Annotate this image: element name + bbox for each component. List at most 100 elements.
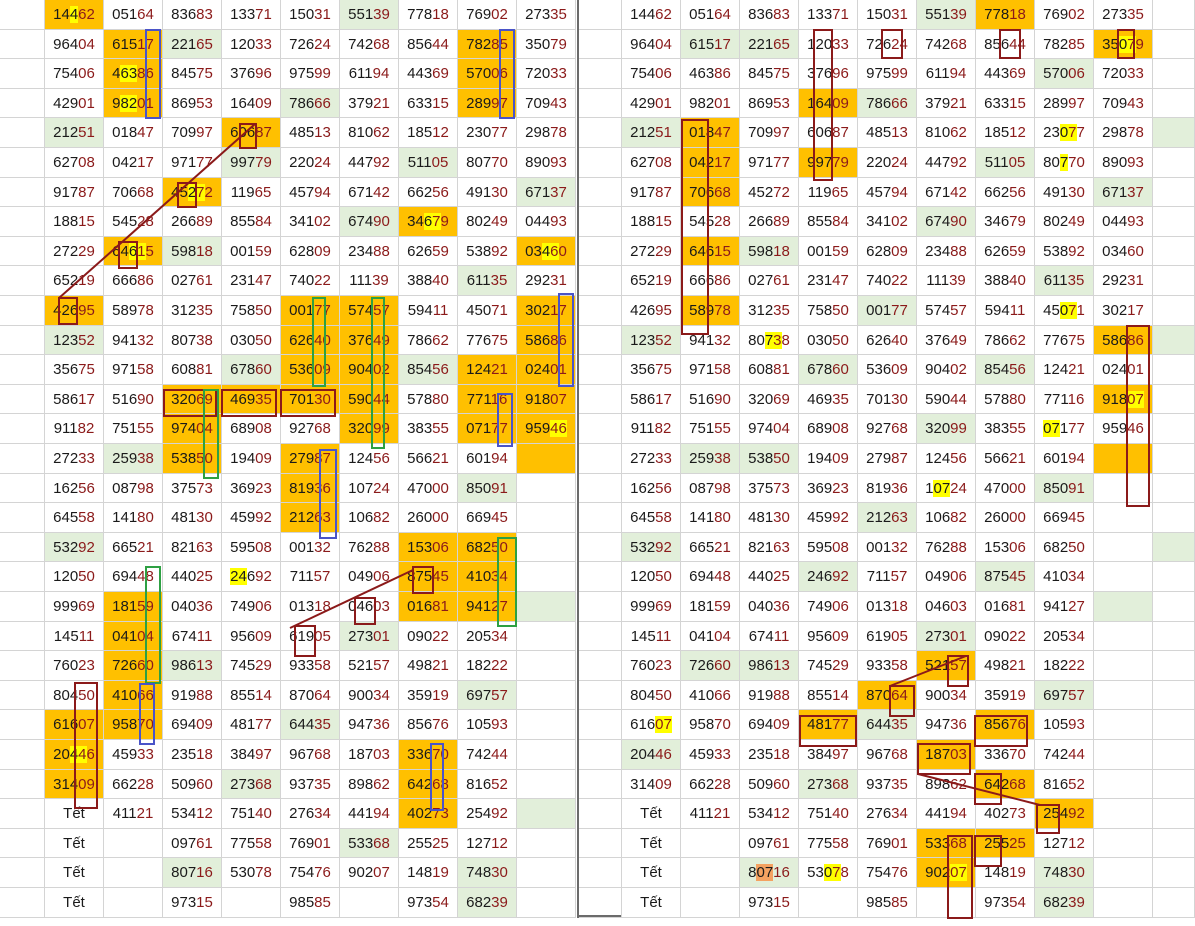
number-cell[interactable]: 08798	[104, 473, 163, 504]
number-cell[interactable]: 62708	[622, 148, 681, 178]
number-cell[interactable]: 94736	[917, 710, 976, 740]
number-cell[interactable]	[517, 888, 576, 918]
number-cell[interactable]: 68250	[1035, 532, 1094, 563]
number-cell[interactable]	[1153, 414, 1195, 444]
number-cell[interactable]: 96768	[281, 740, 340, 770]
number-cell[interactable]: 66686	[681, 266, 740, 296]
number-cell[interactable]: 71157	[858, 562, 917, 592]
number-cell[interactable]: 15306	[399, 532, 458, 563]
number-cell[interactable]: 02761	[163, 266, 222, 296]
number-cell[interactable]: 95946	[1094, 414, 1153, 444]
number-cell[interactable]: 91787	[45, 177, 104, 208]
number-cell[interactable]: 04104	[104, 621, 163, 652]
number-cell[interactable]: 81062	[340, 118, 399, 148]
number-cell[interactable]: 75850	[222, 296, 281, 326]
number-cell[interactable]: 53609	[281, 355, 340, 385]
number-cell[interactable]: 68239	[458, 888, 517, 918]
number-cell[interactable]: 48177	[222, 710, 281, 740]
number-cell[interactable]	[517, 651, 576, 681]
number-cell[interactable]: 62809	[281, 236, 340, 267]
number-cell[interactable]: 80738	[163, 325, 222, 356]
number-cell[interactable]: 70130	[281, 384, 340, 415]
number-cell[interactable]: 14462	[45, 0, 104, 30]
number-cell[interactable]: 61517	[681, 29, 740, 60]
number-cell[interactable]: 04036	[740, 592, 799, 622]
number-cell[interactable]: 55139	[917, 0, 976, 30]
number-cell[interactable]: 04217	[104, 148, 163, 178]
number-cell[interactable]: 00132	[281, 532, 340, 563]
number-cell[interactable]: 37696	[799, 59, 858, 89]
number-cell[interactable]: 60194	[458, 444, 517, 474]
number-cell[interactable]: 89093	[517, 148, 576, 178]
number-cell[interactable]: 67137	[1094, 177, 1153, 208]
number-cell[interactable]: 12421	[1035, 355, 1094, 385]
number-cell[interactable]: 15306	[976, 532, 1035, 563]
number-cell[interactable]: 27987	[281, 444, 340, 474]
number-cell[interactable]: 53609	[858, 355, 917, 385]
number-cell[interactable]: 62640	[281, 325, 340, 356]
number-cell[interactable]: 97158	[104, 355, 163, 385]
number-cell[interactable]: 12456	[917, 444, 976, 474]
number-cell[interactable]: 37649	[340, 325, 399, 356]
number-cell[interactable]	[517, 799, 576, 829]
number-cell[interactable]: Tết	[622, 828, 681, 859]
number-cell[interactable]	[1094, 592, 1153, 622]
number-cell[interactable]: 59508	[222, 532, 281, 563]
number-cell[interactable]: 18815	[622, 207, 681, 237]
number-cell[interactable]: 27335	[517, 0, 576, 30]
number-cell[interactable]: 75140	[799, 799, 858, 829]
number-cell[interactable]: 65219	[45, 266, 104, 296]
number-cell[interactable]: 87545	[399, 562, 458, 592]
number-cell[interactable]: 95870	[104, 710, 163, 740]
number-cell[interactable]: 75476	[281, 858, 340, 888]
number-cell[interactable]: 98201	[681, 88, 740, 119]
number-cell[interactable]: 10593	[458, 710, 517, 740]
number-cell[interactable]	[1153, 236, 1195, 267]
number-cell[interactable]: 84575	[740, 59, 799, 89]
number-cell[interactable]: 22165	[740, 29, 799, 60]
number-cell[interactable]	[517, 444, 576, 474]
number-cell[interactable]: 70668	[104, 177, 163, 208]
number-cell[interactable]: 64615	[104, 236, 163, 267]
number-cell[interactable]: 81936	[281, 473, 340, 504]
number-cell[interactable]: 23488	[340, 236, 399, 267]
number-cell[interactable]: 21251	[622, 118, 681, 148]
number-cell[interactable]: 25938	[681, 444, 740, 474]
number-cell[interactable]	[517, 503, 576, 533]
number-cell[interactable]	[517, 680, 576, 711]
number-cell[interactable]: 45933	[681, 740, 740, 770]
number-cell[interactable]: 38355	[399, 414, 458, 444]
number-cell[interactable]: 90207	[917, 858, 976, 888]
number-cell[interactable]: 87545	[976, 562, 1035, 592]
number-cell[interactable]	[1094, 828, 1153, 859]
number-cell[interactable]: 29231	[517, 266, 576, 296]
number-cell[interactable]: 69757	[1035, 680, 1094, 711]
number-cell[interactable]: 42901	[622, 88, 681, 119]
number-cell[interactable]	[1094, 799, 1153, 829]
number-cell[interactable]: 18159	[681, 592, 740, 622]
number-cell[interactable]: 81936	[858, 473, 917, 504]
number-cell[interactable]: 37696	[222, 59, 281, 89]
number-cell[interactable]	[1153, 651, 1195, 681]
number-cell[interactable]: 01681	[399, 592, 458, 622]
number-cell[interactable]	[1094, 680, 1153, 711]
number-cell[interactable]: 12033	[222, 29, 281, 60]
number-cell[interactable]: 16409	[222, 88, 281, 119]
number-cell[interactable]: 03050	[799, 325, 858, 356]
number-cell[interactable]	[1153, 118, 1195, 148]
number-cell[interactable]	[917, 888, 976, 918]
number-cell[interactable]: 46935	[222, 384, 281, 415]
number-cell[interactable]	[1153, 680, 1195, 711]
number-cell[interactable]: 26689	[740, 207, 799, 237]
number-cell[interactable]: 25492	[1035, 799, 1094, 829]
number-cell[interactable]: 12712	[458, 828, 517, 859]
number-cell[interactable]: 45794	[858, 177, 917, 208]
number-cell[interactable]: 66228	[104, 769, 163, 800]
number-cell[interactable]: 76288	[917, 532, 976, 563]
number-cell[interactable]: 44025	[740, 562, 799, 592]
number-cell[interactable]: 41034	[1035, 562, 1094, 592]
number-cell[interactable]: 11965	[222, 177, 281, 208]
number-cell[interactable]: 22165	[163, 29, 222, 60]
number-cell[interactable]: 13371	[222, 0, 281, 30]
number-cell[interactable]: 70997	[163, 118, 222, 148]
